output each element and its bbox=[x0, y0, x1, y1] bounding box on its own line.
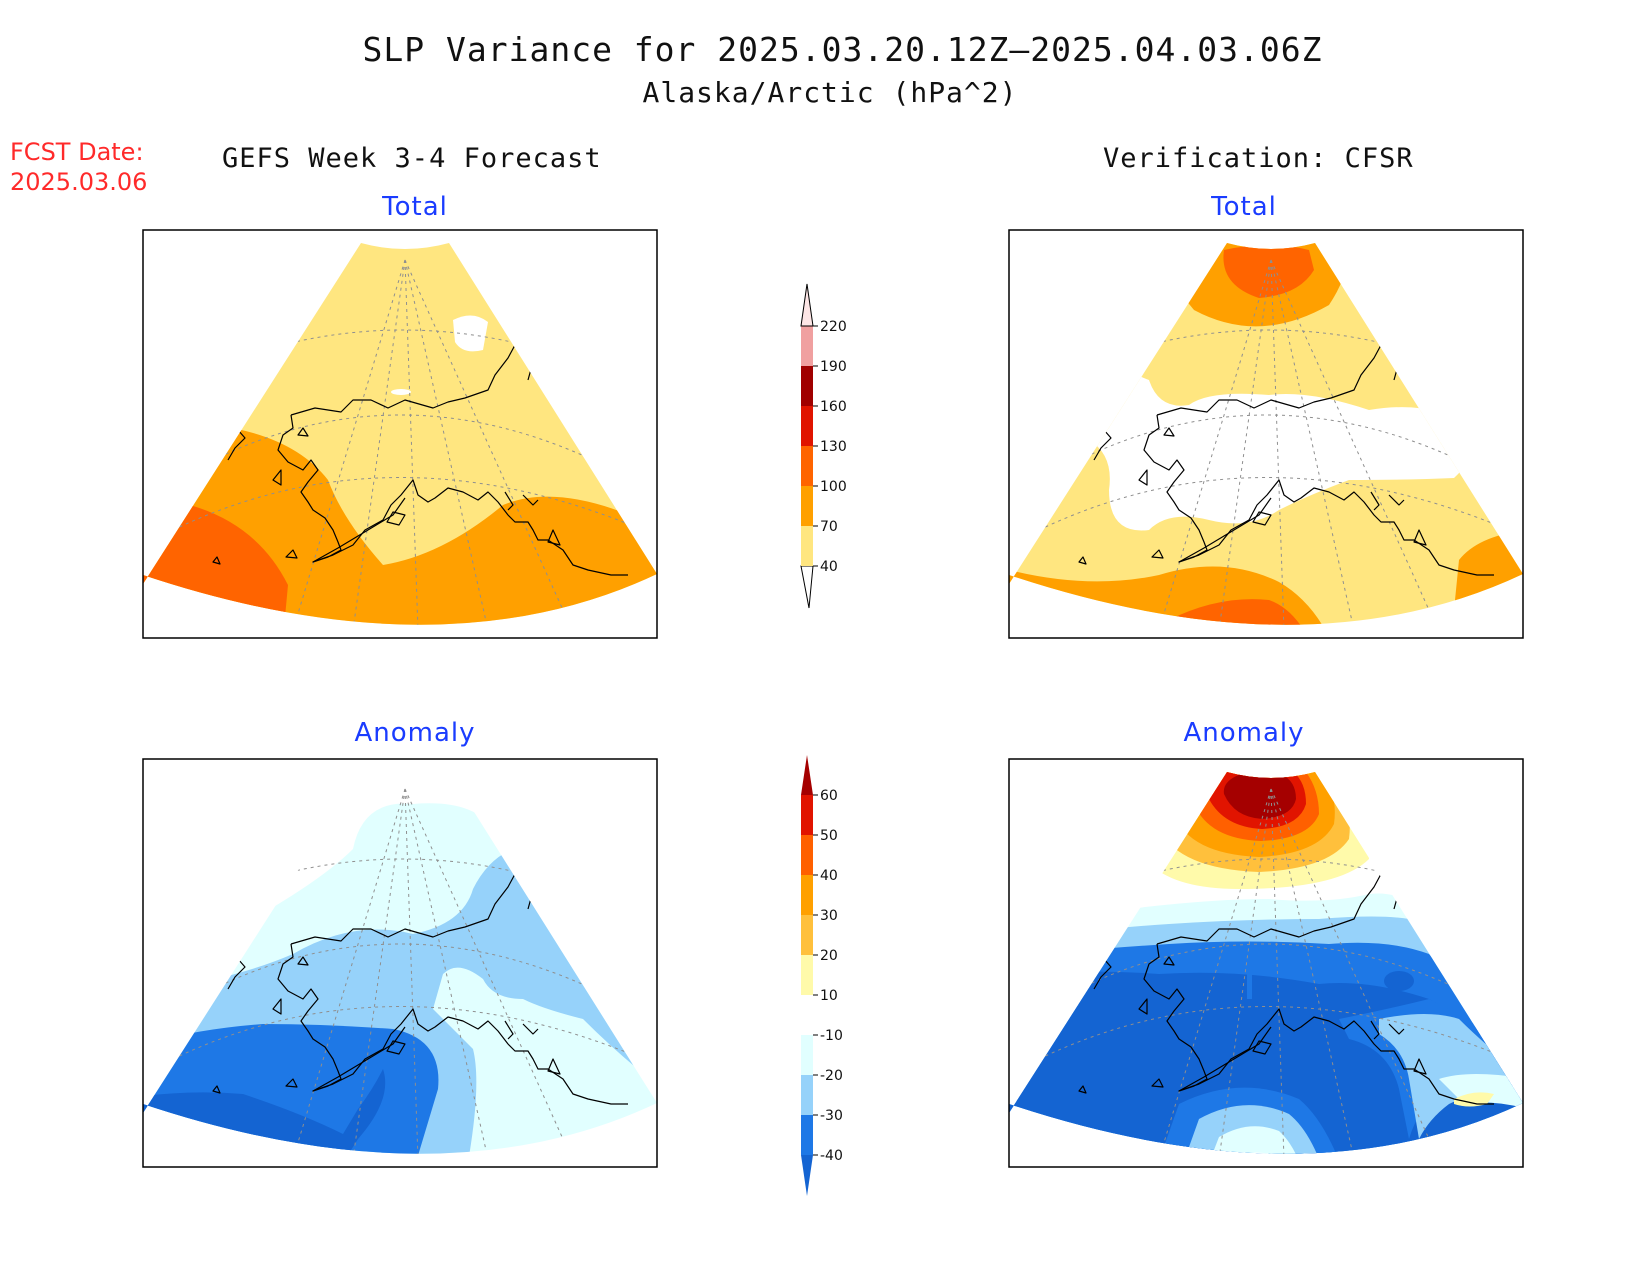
colorbar-anomaly-label: 60 bbox=[820, 788, 838, 804]
forecast-date-value: 2025.03.06 bbox=[10, 168, 148, 196]
colorbar-anomaly-label: 50 bbox=[820, 828, 838, 844]
colorbar-anomaly-label: 20 bbox=[820, 948, 838, 964]
map-verification-anomaly bbox=[1008, 758, 1524, 1168]
panel-title-forecast-anomaly: Anomaly bbox=[354, 718, 476, 748]
panel-title-verification-anomaly: Anomaly bbox=[1183, 718, 1305, 748]
colorbar-anomaly-box bbox=[801, 955, 813, 995]
colorbar-anomaly-box bbox=[801, 795, 813, 835]
map-forecast-anomaly bbox=[142, 758, 658, 1168]
forecast-date: FCST Date: 2025.03.06 bbox=[10, 137, 147, 197]
colorbar-anomaly-label: -30 bbox=[820, 1108, 843, 1124]
forecast-date-label: FCST Date: bbox=[10, 138, 144, 166]
colorbar-anomaly-label: 10 bbox=[820, 988, 838, 1004]
colorbar-total-box bbox=[801, 406, 813, 446]
map-forecast-total bbox=[142, 229, 658, 639]
colorbar-anomaly-box bbox=[801, 1035, 813, 1075]
colorbar-total-box bbox=[801, 486, 813, 526]
colorbar-total-label: 70 bbox=[820, 519, 838, 535]
colorbar-total-label: 190 bbox=[820, 359, 847, 375]
column-title-forecast: GEFS Week 3-4 Forecast bbox=[222, 143, 602, 174]
colorbar-total-box bbox=[801, 446, 813, 486]
colorbar-anomaly: -40 -30 -20 -10 10 20 30 40 50 60 bbox=[801, 755, 843, 1196]
colorbar-total-label: 130 bbox=[820, 439, 847, 455]
colorbar-total-box bbox=[801, 366, 813, 406]
colorbar-anomaly-box bbox=[801, 875, 813, 915]
colorbar-total-box bbox=[801, 326, 813, 366]
colorbar-total-label: 220 bbox=[820, 319, 847, 335]
colorbar-anomaly-box bbox=[801, 1075, 813, 1115]
colorbar-anomaly-box bbox=[801, 915, 813, 955]
panel-title-verification-total: Total bbox=[1211, 192, 1277, 222]
colorbar-anomaly-box bbox=[801, 1115, 813, 1155]
colorbar-anomaly-label: 30 bbox=[820, 908, 838, 924]
colorbar-anomaly-box bbox=[801, 995, 813, 1035]
colorbar-anomaly-label: -40 bbox=[820, 1148, 843, 1164]
colorbar-anomaly-label: -20 bbox=[820, 1068, 843, 1084]
colorbar-total-label: 100 bbox=[820, 479, 847, 495]
colorbar-total-box bbox=[801, 526, 813, 566]
colorbar-total: 40 70 100 130 160 190 220 bbox=[800, 283, 847, 609]
panel-title-forecast-total: Total bbox=[382, 192, 448, 222]
column-title-verification: Verification: CFSR bbox=[1103, 143, 1414, 174]
colorbar-anomaly-box bbox=[801, 835, 813, 875]
figure-title: SLP Variance for 2025.03.20.12Z–2025.04.… bbox=[362, 30, 1323, 69]
colorbar-total-label: 160 bbox=[820, 399, 847, 415]
colorbar-total-label: 40 bbox=[820, 559, 838, 575]
colorbar-anomaly-label: 40 bbox=[820, 868, 838, 884]
map-verification-total bbox=[1008, 229, 1524, 639]
colorbar-anomaly-label: -10 bbox=[820, 1028, 843, 1044]
figure-subtitle: Alaska/Arctic (hPa^2) bbox=[642, 76, 1018, 109]
